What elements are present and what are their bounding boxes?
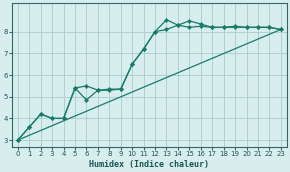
X-axis label: Humidex (Indice chaleur): Humidex (Indice chaleur) — [89, 159, 209, 169]
